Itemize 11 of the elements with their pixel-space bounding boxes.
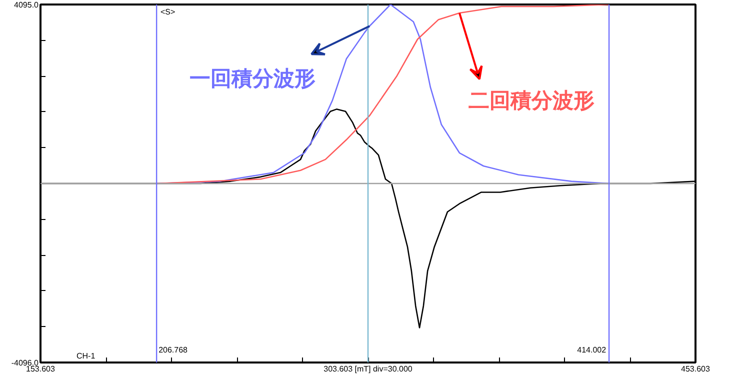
x-tick-label: 453.603: [681, 364, 711, 374]
ref-line-label: 414.002: [577, 346, 607, 354]
series-label: 一回積分波形: [190, 68, 316, 91]
y-tick-label: 4095.0: [14, 0, 40, 10]
text: 二回積分波形: [468, 90, 594, 113]
x-tick-label: 303.603 [mT] div=30.000: [324, 364, 413, 374]
ref-line-label: 206.768: [158, 346, 188, 354]
annotation: <S>: [160, 8, 176, 16]
x-tick-label: 153.603: [26, 364, 56, 374]
annotation: CH-1: [76, 352, 96, 360]
y-tick-label: -4096.0: [11, 358, 40, 368]
